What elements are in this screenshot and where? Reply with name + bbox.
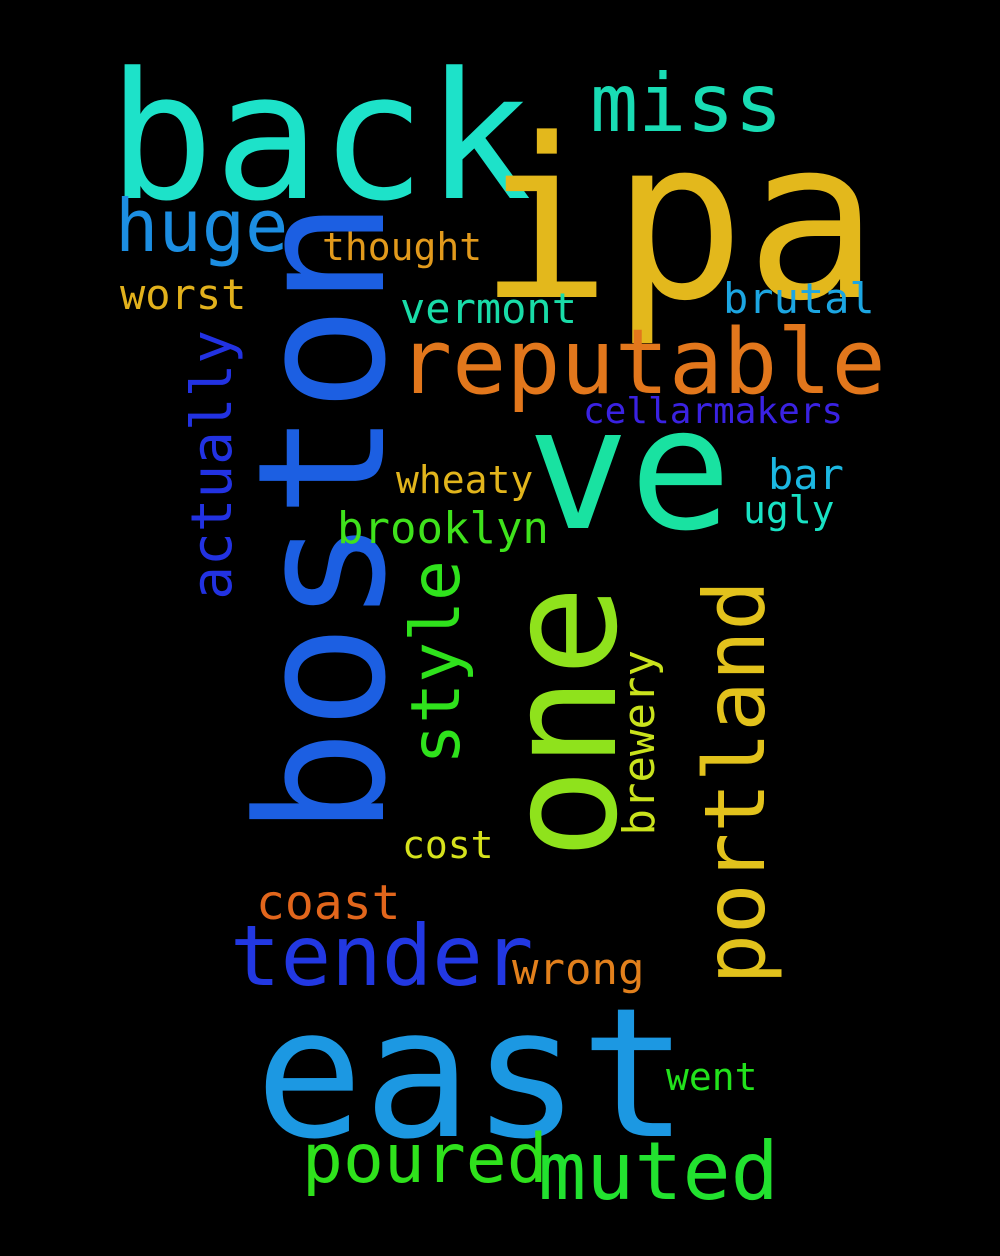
word-wheaty: wheaty bbox=[396, 458, 534, 502]
word-cellarmakers: cellarmakers bbox=[583, 391, 844, 432]
word-brooklyn: brooklyn bbox=[337, 503, 549, 554]
word-back: back bbox=[108, 35, 532, 240]
word-ugly: ugly bbox=[743, 488, 835, 532]
word-bar: bar bbox=[768, 450, 844, 499]
word-ipa: ipa bbox=[478, 92, 879, 350]
word-wrong: wrong bbox=[512, 944, 645, 995]
word-style: style bbox=[397, 560, 476, 765]
word-coast: coast bbox=[256, 875, 401, 931]
word-brewery: brewery bbox=[614, 650, 665, 836]
word-brutal: brutal bbox=[723, 274, 875, 323]
word-poured: poured bbox=[302, 1120, 548, 1199]
word-vermont: vermont bbox=[400, 284, 578, 333]
word-east: east bbox=[255, 970, 689, 1179]
word-huge: huge bbox=[115, 184, 289, 268]
word-thought: thought bbox=[322, 225, 483, 269]
word-portland: portland bbox=[686, 580, 784, 985]
word-muted: muted bbox=[538, 1125, 779, 1218]
word-ve: ve bbox=[527, 371, 732, 569]
word-worst: worst bbox=[120, 270, 247, 319]
word-reputable: reputable bbox=[398, 310, 886, 415]
word-tender: tender bbox=[230, 907, 534, 1005]
word-miss: miss bbox=[590, 57, 783, 150]
word-cost: cost bbox=[402, 823, 494, 867]
word-went: went bbox=[666, 1055, 758, 1099]
